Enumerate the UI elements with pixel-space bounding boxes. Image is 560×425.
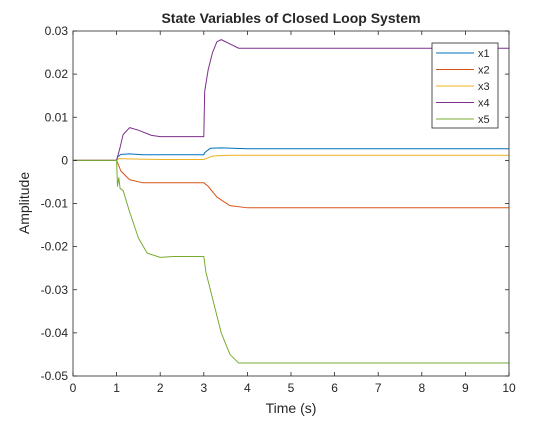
series-line-x5 (73, 159, 509, 364)
legend-label-x1: x1 (478, 48, 490, 60)
legend-label-x4: x4 (478, 98, 490, 110)
y-axis: 0.03 0.02 0.01 0 -0.01 -0.02 -0.03 -0.04 -0.05 (41, 24, 509, 383)
y-tick-label: -0.05 (41, 369, 69, 383)
legend-label-x3: x3 (478, 81, 490, 93)
x-tick-label: 0 (70, 381, 77, 395)
x-tick-label: 6 (331, 381, 338, 395)
y-tick-label: -0.02 (41, 240, 69, 254)
y-tick-label: -0.01 (41, 197, 69, 211)
series-line-x2 (73, 159, 509, 209)
x-tick-label: 2 (157, 381, 164, 395)
x-tick-label: 5 (288, 381, 295, 395)
x-tick-label: 7 (375, 381, 382, 395)
x-tick-label: 4 (244, 381, 251, 395)
legend-label-x5: x5 (478, 114, 490, 126)
y-tick-label: 0.01 (45, 110, 69, 124)
series-layer (73, 39, 509, 364)
y-tick-label: -0.04 (41, 326, 69, 340)
legend: x1 x2 x3 x4 x5 (431, 42, 499, 129)
x-tick-label: 3 (200, 381, 207, 395)
x-tick-label: 10 (502, 381, 516, 395)
y-tick-label: 0 (61, 153, 68, 167)
x-tick-label: 1 (113, 381, 120, 395)
y-tick-label: -0.03 (41, 283, 69, 297)
y-tick-label: 0.03 (45, 24, 69, 38)
y-tick-label: 0.02 (45, 67, 69, 81)
chart-title: State Variables of Closed Loop System (161, 10, 420, 26)
x-tick-label: 8 (418, 381, 425, 395)
x-axis-label: Time (s) (266, 400, 317, 416)
x-tick-label: 9 (462, 381, 469, 395)
series-line-x4 (73, 39, 509, 161)
y-axis-label: Amplitude (16, 172, 32, 234)
x-axis: 0 1 2 3 4 5 6 7 8 9 10 (70, 31, 516, 395)
legend-label-x2: x2 (478, 65, 490, 77)
